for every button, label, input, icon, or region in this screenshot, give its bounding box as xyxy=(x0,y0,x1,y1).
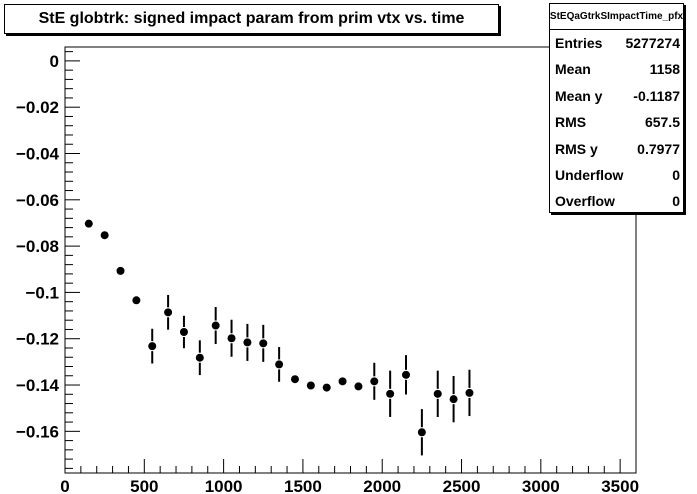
x-tick-label: 500 xyxy=(130,477,158,494)
stat-label: RMS xyxy=(555,114,587,131)
data-point xyxy=(370,377,379,386)
data-point xyxy=(116,266,125,275)
y-tick-label: 0 xyxy=(50,52,59,71)
y-tick-label: −0.14 xyxy=(16,376,60,395)
data-point xyxy=(211,321,220,330)
data-point xyxy=(402,370,411,379)
stat-label: Overflow xyxy=(555,193,615,210)
stat-row-mean-y: Mean y -0.1187 xyxy=(550,83,683,109)
stat-row-underflow: Underflow 0 xyxy=(550,162,683,188)
stat-label: RMS y xyxy=(555,140,598,157)
x-tick-label: 1500 xyxy=(284,477,322,494)
y-tick-label: −0.06 xyxy=(16,191,59,210)
data-point xyxy=(433,389,442,398)
stat-value: 657.5 xyxy=(644,114,680,131)
data-point xyxy=(465,388,474,397)
data-point xyxy=(195,353,204,362)
stat-row-mean: Mean 1158 xyxy=(550,56,683,82)
data-point xyxy=(449,395,458,404)
y-tick-label: −0.16 xyxy=(16,422,59,441)
x-tick-label: 3500 xyxy=(601,477,639,494)
x-tick-label: 3000 xyxy=(522,477,560,494)
stat-value: 0.7977 xyxy=(637,140,680,157)
data-point xyxy=(100,231,109,240)
x-tick-label: 2500 xyxy=(443,477,481,494)
stat-value: 1158 xyxy=(649,61,680,78)
chart-title: StE globtrk: signed impact param from pr… xyxy=(4,4,499,34)
stat-row-entries: Entries 5277274 xyxy=(550,30,683,56)
data-point xyxy=(243,338,252,347)
data-point xyxy=(84,219,93,228)
y-tick-label: −0.02 xyxy=(16,98,59,117)
data-point xyxy=(306,381,315,390)
x-tick-label: 2000 xyxy=(363,477,401,494)
data-point xyxy=(132,296,141,305)
data-point xyxy=(275,360,284,369)
stat-label: Underflow xyxy=(555,166,624,183)
data-point xyxy=(259,339,268,348)
stat-label: Mean xyxy=(555,61,591,78)
x-tick-label: 1000 xyxy=(205,477,243,494)
data-point xyxy=(148,342,157,351)
data-point xyxy=(386,389,395,398)
data-point xyxy=(227,334,236,343)
data-point xyxy=(179,328,188,337)
stat-value: -0.1187 xyxy=(633,87,680,104)
stat-row-rms-y: RMS y 0.7977 xyxy=(550,136,683,162)
data-point xyxy=(338,377,347,386)
y-tick-label: −0.1 xyxy=(25,283,59,302)
stats-box: StEQaGtrkSImpactTime_pfx Entries 5277274… xyxy=(549,3,684,213)
y-tick-label: −0.08 xyxy=(16,237,59,256)
data-point xyxy=(164,308,173,317)
stats-histogram-name: StEQaGtrkSImpactTime_pfx xyxy=(550,4,683,30)
data-point xyxy=(354,382,363,391)
y-tick-label: −0.04 xyxy=(16,145,60,164)
data-point xyxy=(322,383,331,392)
x-tick-label: 0 xyxy=(60,477,69,494)
y-tick-label: −0.12 xyxy=(16,330,59,349)
stat-row-rms: RMS 657.5 xyxy=(550,109,683,135)
stat-label: Mean y xyxy=(555,87,603,104)
stat-value: 5277274 xyxy=(625,35,680,51)
stat-row-overflow: Overflow 0 xyxy=(550,188,683,214)
data-point xyxy=(290,375,299,384)
data-point xyxy=(417,428,426,437)
stat-value: 0 xyxy=(672,166,680,183)
stat-label: Entries xyxy=(555,35,603,51)
stat-value: 0 xyxy=(672,193,680,210)
